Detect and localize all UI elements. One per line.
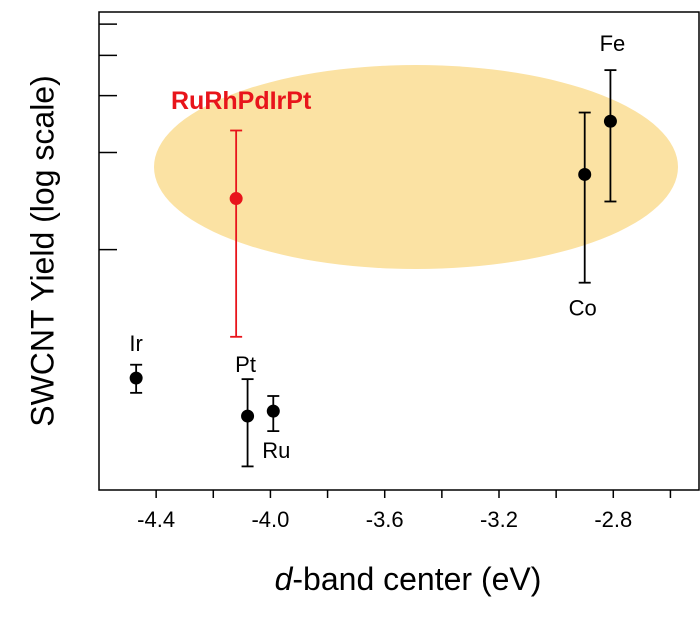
data-point (603, 114, 617, 128)
point-label: Ir (129, 331, 142, 356)
data-point (129, 371, 143, 385)
point-label: Fe (600, 31, 626, 56)
x-tick-label: -4.4 (137, 507, 175, 532)
x-tick-label: -3.6 (366, 507, 404, 532)
y-axis-title: SWCNT Yield (log scale) (24, 75, 60, 427)
plot-frame (98, 11, 700, 491)
x-tick-label: -3.2 (480, 507, 518, 532)
data-point (266, 404, 280, 418)
highlight-ellipse (154, 65, 678, 269)
data-point (241, 409, 255, 423)
x-tick-label: -2.8 (594, 507, 632, 532)
x-tick-label: -4.0 (251, 507, 289, 532)
point-label: Co (569, 295, 597, 320)
data-point (229, 192, 243, 206)
x-axis-title: d-band center (eV) (275, 561, 542, 597)
data-point (578, 167, 592, 181)
point-label: Ru (262, 438, 290, 463)
point-label: Pt (235, 352, 256, 377)
point-label: RuRhPdIrPt (171, 87, 312, 115)
